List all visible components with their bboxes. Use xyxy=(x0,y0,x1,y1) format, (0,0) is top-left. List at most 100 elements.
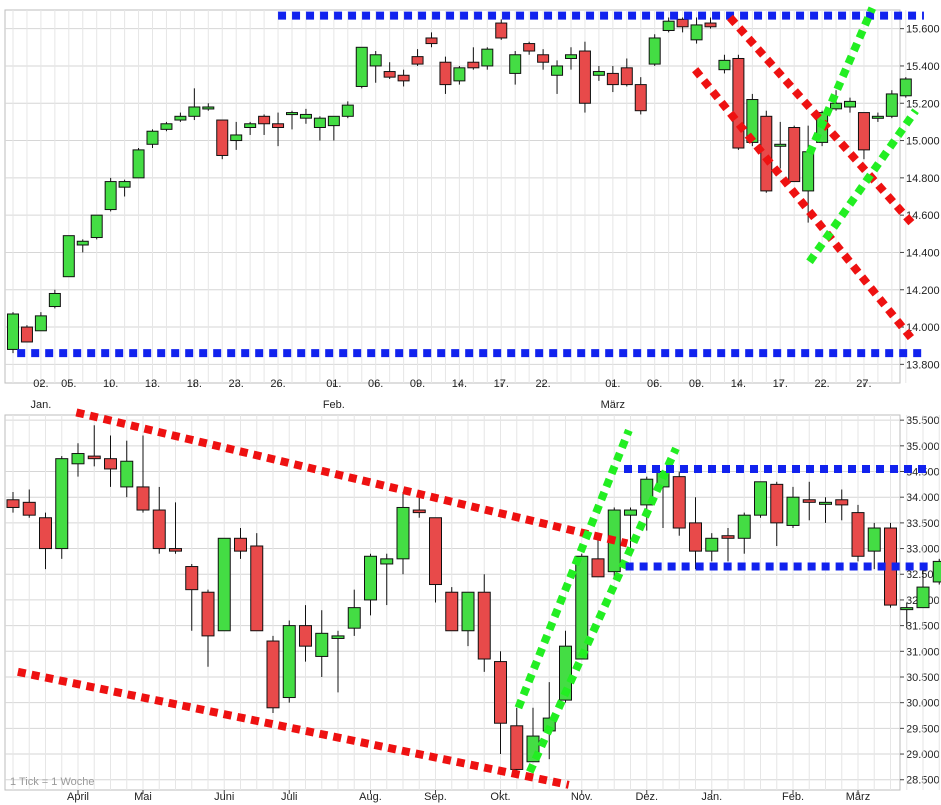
x-tick-label: Okt. xyxy=(490,791,510,803)
candle xyxy=(299,108,312,124)
candle xyxy=(760,110,773,193)
candle xyxy=(770,481,784,546)
trend-line-green xyxy=(514,428,633,710)
candle xyxy=(578,41,591,113)
x-tick-label: Nov. xyxy=(571,791,593,803)
trend-line-green xyxy=(806,108,919,265)
x-tick-label: 23. xyxy=(229,378,244,390)
candle xyxy=(331,630,345,693)
candle xyxy=(169,502,182,554)
candle-body-up xyxy=(662,20,675,32)
month-label: Jan. xyxy=(31,399,52,411)
candle-body-down xyxy=(760,115,773,192)
candle-body-up xyxy=(786,496,800,526)
y-tick-label: 14.400 xyxy=(906,247,940,259)
x-tick-label: Mai xyxy=(134,791,152,803)
candle xyxy=(704,17,717,29)
candle-body-up xyxy=(844,100,856,108)
y-tick-label: 15.200 xyxy=(906,98,940,110)
candle-body-down xyxy=(429,517,442,586)
candle-body-up xyxy=(244,123,257,128)
candle xyxy=(844,97,856,113)
candle xyxy=(857,112,870,160)
candle xyxy=(523,41,536,55)
candle-body-down xyxy=(477,591,491,660)
candle-body-up xyxy=(188,106,201,117)
tick-interval-note: 1 Tick = 1 Woche xyxy=(10,776,94,788)
candle-body-up xyxy=(34,315,47,332)
x-tick-label: 10. xyxy=(103,378,118,390)
candle-body-up xyxy=(315,632,329,657)
candle xyxy=(676,17,689,33)
candle-body-up xyxy=(380,558,394,565)
candle-body-down xyxy=(20,326,33,343)
candle xyxy=(867,522,881,570)
candle xyxy=(62,235,75,278)
candle-body-up xyxy=(867,527,881,552)
candle-body-down xyxy=(152,509,166,550)
candle-body-up xyxy=(286,112,298,116)
y-tick-label: 14.200 xyxy=(906,285,940,297)
candle-body-up xyxy=(76,240,89,246)
candle-body-up xyxy=(55,458,69,550)
candle-body-down xyxy=(272,123,285,128)
candle-body-up xyxy=(341,104,354,117)
candle-body-up xyxy=(90,214,103,239)
x-tick-label: 14. xyxy=(731,378,746,390)
x-tick-label: 26. xyxy=(270,378,285,390)
candle xyxy=(152,486,166,554)
x-tick-label: 06. xyxy=(647,378,662,390)
candle-body-down xyxy=(185,566,199,591)
candle-body-down xyxy=(169,548,182,552)
candle xyxy=(510,707,524,778)
y-tick-label: 14.600 xyxy=(906,210,940,222)
candle-body-down xyxy=(770,483,784,524)
candle-body-down xyxy=(851,512,865,557)
candle-body-up xyxy=(705,537,719,552)
candle-body-down xyxy=(425,37,438,45)
candle xyxy=(606,65,619,93)
candle-body-down xyxy=(732,57,745,149)
candle-body-down xyxy=(87,455,101,460)
candle xyxy=(565,47,577,70)
candle-body-up xyxy=(899,78,912,97)
candle xyxy=(201,589,215,667)
candle-body-up xyxy=(916,586,930,609)
trend-line-green xyxy=(526,446,680,774)
candle-body-up xyxy=(718,59,731,71)
candle-body-up xyxy=(313,117,326,128)
candle xyxy=(234,528,247,559)
candle xyxy=(916,569,930,609)
candle-body-down xyxy=(620,67,633,86)
candle xyxy=(380,553,394,606)
candle-body-up xyxy=(551,65,564,76)
x-tick-label: 05. xyxy=(61,378,76,390)
candle xyxy=(705,533,719,562)
x-tick-label: Dez. xyxy=(635,791,658,803)
candle xyxy=(188,88,201,121)
x-tick-label: 22. xyxy=(535,378,550,390)
candle xyxy=(786,486,800,529)
candle xyxy=(364,553,377,616)
candle-body-down xyxy=(104,458,117,470)
candle-body-up xyxy=(71,453,85,465)
candle-body-down xyxy=(606,72,619,86)
candle xyxy=(494,651,507,755)
trend-line-red xyxy=(17,667,570,789)
x-tick-label: Aug. xyxy=(359,791,382,803)
candle-body-up xyxy=(118,181,131,188)
candle xyxy=(396,492,410,575)
candle-body-down xyxy=(439,61,452,86)
candle xyxy=(689,497,702,570)
candle-body-up xyxy=(299,113,312,119)
month-label: März xyxy=(601,399,625,411)
candle xyxy=(48,289,61,309)
candle-body-down xyxy=(835,499,849,506)
x-tick-label: Jan. xyxy=(701,791,722,803)
candle-body-up xyxy=(120,460,134,488)
candle-body-up xyxy=(62,235,75,278)
candle xyxy=(634,77,647,115)
candle-body-up xyxy=(737,514,751,539)
candle-body-down xyxy=(510,725,524,770)
candle-body-down xyxy=(495,22,508,39)
